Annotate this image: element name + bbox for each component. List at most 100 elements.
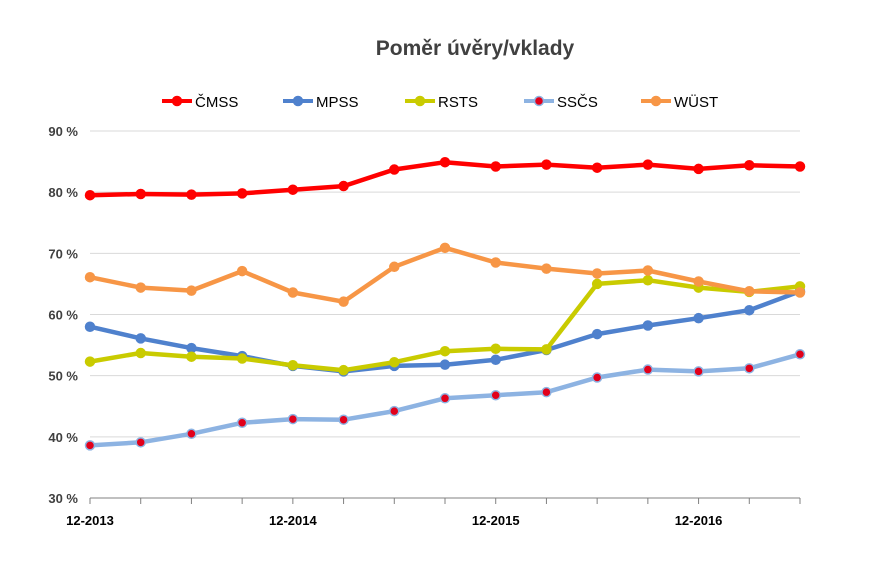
data-point (794, 287, 806, 298)
x-tick-label: 12-2016 (675, 513, 723, 528)
series-sscs (84, 349, 806, 451)
data-point (490, 354, 501, 366)
y-tick-label: 80 % (48, 185, 78, 200)
x-axis: 12-2013 12-2014 12-2015 12-2016 (66, 497, 801, 528)
data-point (287, 287, 299, 298)
legend-marker (292, 95, 304, 107)
x-tick-label: 12-2014 (269, 513, 317, 528)
data-point (490, 257, 501, 268)
legend: ČMSS MPSS RSTS SSČS WÜST (162, 93, 718, 111)
data-point (642, 159, 654, 170)
data-point (642, 274, 654, 286)
y-axis: 30 % 40 % 50 % 60 % 70 % 80 % 90 % (48, 124, 78, 506)
series-mpss (84, 286, 806, 377)
data-point (693, 276, 704, 287)
data-point (693, 163, 704, 175)
y-tick-label: 60 % (48, 308, 78, 323)
legend-label: RSTS (438, 94, 478, 111)
data-point (236, 188, 248, 199)
data-point (490, 389, 501, 401)
data-point (744, 304, 755, 316)
data-point (591, 328, 603, 340)
legend-item: SSČS (524, 94, 598, 111)
data-point (744, 286, 755, 297)
legend-label: ČMSS (195, 94, 238, 111)
series-wust (84, 242, 806, 307)
data-point (744, 363, 755, 374)
data-point (439, 393, 451, 404)
y-tick-label: 70 % (48, 246, 78, 261)
data-point (135, 282, 146, 293)
data-point (642, 265, 654, 276)
y-tick-label: 40 % (48, 430, 78, 445)
y-tick-label: 90 % (48, 124, 78, 139)
y-tick-label: 30 % (48, 491, 78, 506)
data-point (338, 364, 349, 376)
data-point (84, 189, 96, 201)
x-tick-label: 12-2013 (66, 513, 114, 528)
data-point (287, 360, 299, 371)
grid (90, 130, 800, 438)
data-point (693, 312, 704, 324)
data-point (236, 417, 248, 429)
data-point (186, 351, 197, 362)
data-point (744, 160, 755, 171)
x-tick-label: 12-2015 (472, 513, 520, 528)
data-point (591, 162, 603, 173)
data-point (84, 356, 96, 367)
data-point (287, 413, 299, 425)
data-point (794, 161, 806, 172)
data-point (490, 161, 501, 172)
data-point (389, 405, 400, 417)
data-point (338, 296, 349, 307)
data-point (693, 366, 704, 377)
data-point (439, 242, 451, 254)
data-point (186, 428, 197, 440)
legend-label: WÜST (674, 93, 718, 111)
data-point (389, 356, 400, 368)
data-point (389, 164, 400, 175)
data-point (439, 156, 451, 168)
legend-marker (171, 95, 183, 107)
legend-marker (414, 95, 426, 107)
data-point (236, 265, 248, 277)
data-point (439, 359, 451, 370)
data-point (591, 268, 603, 279)
legend-label: SSČS (557, 94, 598, 111)
data-point (84, 271, 96, 283)
data-point (794, 349, 806, 360)
data-point (84, 440, 96, 451)
data-point (490, 343, 501, 355)
data-point (541, 159, 552, 170)
data-point (642, 364, 654, 375)
data-point (541, 386, 552, 398)
data-point (135, 188, 146, 200)
series-group (84, 156, 806, 451)
legend-item: WÜST (641, 93, 718, 111)
legend-marker (533, 95, 545, 107)
data-point (541, 344, 552, 355)
legend-item: RSTS (405, 94, 478, 111)
data-point (186, 342, 197, 354)
legend-label: MPSS (316, 94, 359, 111)
legend-item: ČMSS (162, 94, 238, 111)
data-point (186, 189, 197, 200)
data-point (591, 278, 603, 290)
data-point (84, 321, 96, 332)
data-point (591, 372, 603, 383)
legend-item: MPSS (283, 94, 359, 111)
data-point (439, 345, 451, 357)
data-point (135, 437, 146, 448)
data-point (186, 285, 197, 296)
chart-title: Poměr úvěry/vklady (376, 37, 575, 60)
data-point (389, 261, 400, 273)
data-point (287, 184, 299, 195)
legend-marker (650, 95, 662, 107)
series-line (89, 245, 801, 304)
data-point (236, 353, 248, 364)
series-line (89, 289, 801, 374)
data-point (541, 263, 552, 274)
data-point (338, 414, 349, 425)
series-cmss (84, 156, 806, 201)
